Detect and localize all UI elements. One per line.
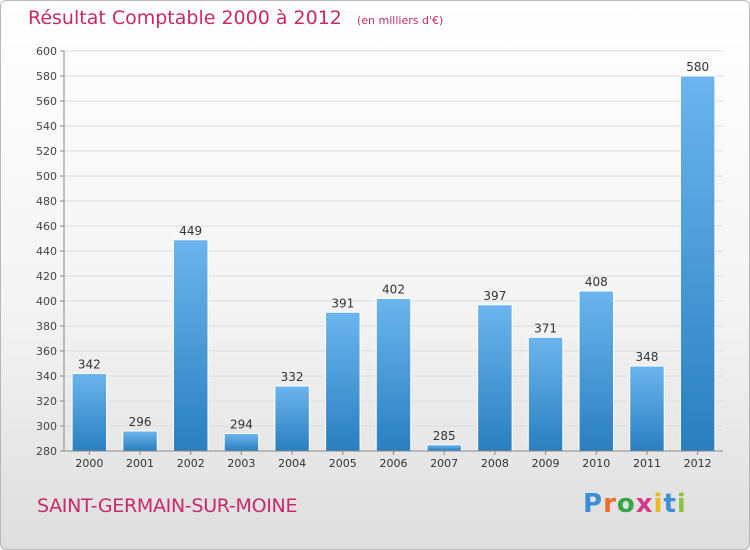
- y-tick-label: 440: [36, 245, 57, 258]
- commune-name: SAINT-GERMAIN-SUR-MOINE: [37, 495, 298, 517]
- y-tick-label: 340: [36, 370, 57, 383]
- data-label-2012: 580: [686, 60, 709, 74]
- title-text: Résultat Comptable 2000 à 2012: [28, 7, 342, 29]
- bar-2007[interactable]: [426, 444, 462, 452]
- data-label-2003: 294: [230, 418, 253, 432]
- logo-letter: r: [603, 489, 617, 519]
- data-label-2000: 342: [78, 358, 101, 372]
- y-tick-label: 280: [36, 445, 57, 458]
- x-tick-label-2002: 2002: [177, 457, 205, 470]
- y-tick-label: 460: [36, 220, 57, 233]
- y-tick-label: 320: [36, 395, 57, 408]
- y-tick-label: 600: [36, 45, 57, 58]
- proxiti-logo[interactable]: Proxiti: [583, 489, 687, 519]
- logo-letter: x: [635, 489, 654, 519]
- data-label-2009: 371: [534, 321, 557, 335]
- bar-2010[interactable]: [578, 290, 615, 452]
- y-tick-label: 580: [36, 70, 57, 83]
- bar-2009[interactable]: [527, 336, 564, 452]
- x-tick-label-2006: 2006: [380, 457, 408, 470]
- logo-letter: t: [663, 489, 677, 519]
- data-label-2008: 397: [483, 289, 506, 303]
- bar-2005[interactable]: [325, 311, 361, 452]
- chart-title: Résultat Comptable 2000 à 2012 (en milli…: [28, 7, 443, 29]
- data-label-2002: 449: [179, 224, 202, 238]
- bar-2008[interactable]: [477, 304, 513, 452]
- x-tick-label-2010: 2010: [582, 457, 610, 470]
- data-label-2007: 285: [433, 429, 456, 443]
- bar-2001[interactable]: [122, 430, 158, 452]
- unit-label: (en milliers d'€): [356, 14, 444, 27]
- x-tick-label-2008: 2008: [481, 457, 509, 470]
- bar-2003[interactable]: [223, 433, 260, 452]
- y-tick-label: 360: [36, 345, 57, 358]
- logo-letter: P: [583, 489, 604, 519]
- x-tick-label-2012: 2012: [684, 457, 712, 470]
- y-tick-label: 420: [36, 270, 57, 283]
- x-tick-label-2007: 2007: [430, 457, 458, 470]
- bar-2000[interactable]: [71, 373, 108, 452]
- logo-letter: o: [616, 489, 636, 519]
- y-tick-label: 560: [36, 95, 57, 108]
- data-label-2005: 391: [331, 296, 354, 310]
- x-tick-label-2011: 2011: [633, 457, 661, 470]
- x-tick-label-2005: 2005: [329, 457, 357, 470]
- data-label-2001: 296: [129, 415, 152, 429]
- logo-letter: i: [653, 489, 664, 519]
- y-tick-label: 540: [36, 120, 57, 133]
- logo-letter: i: [676, 489, 687, 519]
- bar-2012[interactable]: [679, 75, 716, 452]
- bar-2004[interactable]: [274, 385, 310, 452]
- y-tick-label: 480: [36, 195, 57, 208]
- data-label-2004: 332: [281, 370, 304, 384]
- y-tick-label: 300: [36, 420, 57, 433]
- bar-2006[interactable]: [375, 298, 412, 452]
- x-tick-label-2004: 2004: [278, 457, 306, 470]
- y-tick-label: 380: [36, 320, 57, 333]
- data-label-2006: 402: [382, 283, 405, 297]
- x-tick-label-2001: 2001: [126, 457, 154, 470]
- y-tick-label: 400: [36, 295, 57, 308]
- x-tick-label-2003: 2003: [227, 457, 255, 470]
- y-tick-label: 500: [36, 170, 57, 183]
- x-tick-label-2009: 2009: [532, 457, 560, 470]
- bar-2002[interactable]: [172, 239, 209, 452]
- data-label-2011: 348: [636, 350, 659, 364]
- bar-2011[interactable]: [629, 365, 665, 452]
- y-tick-label: 520: [36, 145, 57, 158]
- data-label-2010: 408: [585, 275, 608, 289]
- x-tick-label-2000: 2000: [75, 457, 103, 470]
